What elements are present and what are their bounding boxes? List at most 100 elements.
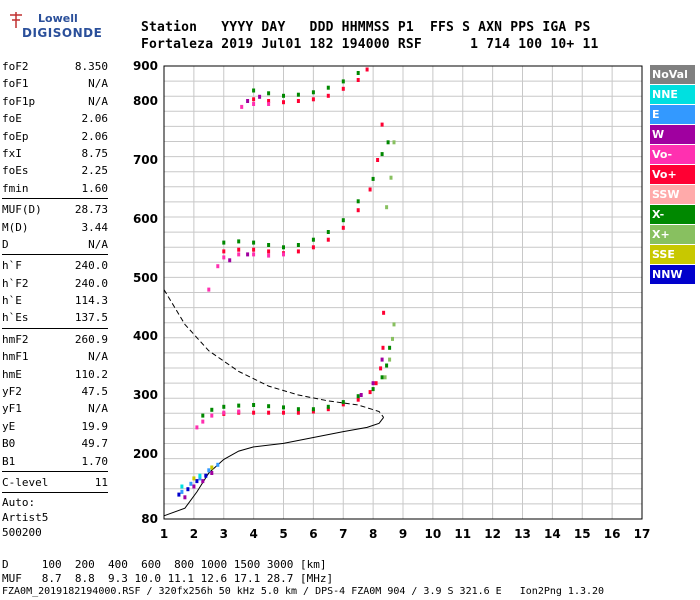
echo-point <box>180 484 184 489</box>
param-row: foE 2.06 <box>2 110 108 127</box>
logo-line2: DIGISONDE <box>22 26 103 40</box>
echo-point <box>237 247 241 252</box>
echo-point <box>296 407 300 412</box>
param-separator <box>2 492 108 494</box>
param-row: yF2 47.5 <box>2 383 108 400</box>
echo-point <box>246 99 250 103</box>
param-value: 137.5 <box>74 311 108 325</box>
param-row: foF1p N/A <box>2 93 108 110</box>
echo-point <box>258 94 262 99</box>
param-value: 2.06 <box>81 129 109 143</box>
echo-point <box>252 247 256 252</box>
echo-point <box>237 252 241 257</box>
y-tick-label: 300 <box>133 388 158 402</box>
digisonde-logo: Lowell DIGISONDE <box>8 8 102 48</box>
echo-point <box>356 394 360 399</box>
param-name: hmE <box>2 367 22 381</box>
echo-point <box>267 404 271 409</box>
param-name: D <box>2 237 9 251</box>
param-value: 2.06 <box>81 112 109 126</box>
x-tick-label: 10 <box>425 527 442 541</box>
param-value: 3.44 <box>81 220 109 234</box>
param-name: M(D) <box>2 220 29 234</box>
echo-point <box>282 100 285 105</box>
autoscale-text: Auto: <box>2 496 36 510</box>
param-row: fmin 1.60 <box>2 180 108 197</box>
param-row: hmF2 260.9 <box>2 331 108 348</box>
param-value: 2.25 <box>81 164 109 178</box>
echo-point <box>380 357 384 362</box>
param-value: 240.0 <box>74 259 108 273</box>
param-name: fmin <box>2 181 29 195</box>
legend-entry: SSE <box>650 245 695 264</box>
echo-point <box>252 403 256 407</box>
param-name: MUF(D) <box>2 203 42 217</box>
echo-point <box>356 208 360 213</box>
echo-point <box>311 245 315 250</box>
param-value: 49.7 <box>81 437 109 451</box>
echo-point <box>222 404 226 409</box>
param-name: foF1p <box>2 94 36 108</box>
echo-point <box>207 468 211 473</box>
echo-point <box>267 253 271 258</box>
echo-point <box>204 473 208 478</box>
x-tick-label: 3 <box>220 527 228 541</box>
legend-entry: SSW <box>650 185 695 204</box>
footer-muf-line: MUF 8.7 8.8 9.3 10.0 11.1 12.6 17.1 28.7… <box>2 572 334 585</box>
x-tick-label: 4 <box>249 527 257 541</box>
echo-point <box>198 473 202 478</box>
echo-point <box>311 237 315 242</box>
echo-point <box>371 387 375 392</box>
param-name: h`F2 <box>2 276 29 290</box>
echo-point <box>385 205 389 210</box>
echo-point <box>311 90 315 95</box>
x-tick-label: 16 <box>604 527 621 541</box>
echo-point <box>216 264 220 269</box>
legend-entry: NNE <box>650 85 695 104</box>
echo-point <box>356 78 360 82</box>
echo-point <box>386 140 390 145</box>
legend-entry: W <box>650 125 695 144</box>
echo-point <box>222 249 226 254</box>
param-name: foEp <box>2 129 29 143</box>
param-row: fxI 8.75 <box>2 145 108 162</box>
param-value: 8.75 <box>81 146 109 160</box>
echo-point <box>282 245 285 250</box>
footer-distance-line: D 100 200 400 600 800 1000 1500 3000 [km… <box>2 558 327 571</box>
legend-entry: NNW <box>650 265 695 284</box>
echo-point <box>388 345 392 350</box>
plot-frame <box>163 65 643 520</box>
header-line1: Station YYYY DAY DDD HHMMSS P1 FFS S AXN… <box>141 20 591 35</box>
echo-point <box>210 407 214 412</box>
echo-point <box>380 152 384 157</box>
echo-point <box>379 366 383 371</box>
echo-point <box>356 199 360 204</box>
echo-point <box>192 476 196 481</box>
header-line2: Fortaleza 2019 Jul01 182 194000 RSF 1 71… <box>141 37 599 52</box>
echo-point <box>282 410 285 415</box>
legend-entry: E <box>650 105 695 124</box>
x-tick-label: 8 <box>369 527 377 541</box>
x-tick-label: 7 <box>339 527 347 541</box>
echo-point <box>189 481 193 486</box>
echo-point <box>240 104 244 109</box>
param-value: 28.73 <box>74 203 108 217</box>
param-name: C-level <box>2 475 49 489</box>
echo-point <box>385 363 389 368</box>
echo-point <box>246 252 250 257</box>
echo-point <box>296 243 300 247</box>
echo-point <box>192 484 196 489</box>
antenna-icon <box>10 12 22 28</box>
param-name: h`Es <box>2 311 29 325</box>
logo-line1: Lowell <box>38 12 78 25</box>
echo-point <box>341 400 345 405</box>
y-tick-label: 600 <box>133 212 158 226</box>
y-tick-label: 900 <box>133 59 158 73</box>
echo-point <box>326 230 330 234</box>
echo-point <box>252 102 256 106</box>
param-name: hmF1 <box>2 350 29 364</box>
param-name: B0 <box>2 437 16 451</box>
echo-point <box>311 97 315 102</box>
echo-point <box>267 99 271 103</box>
